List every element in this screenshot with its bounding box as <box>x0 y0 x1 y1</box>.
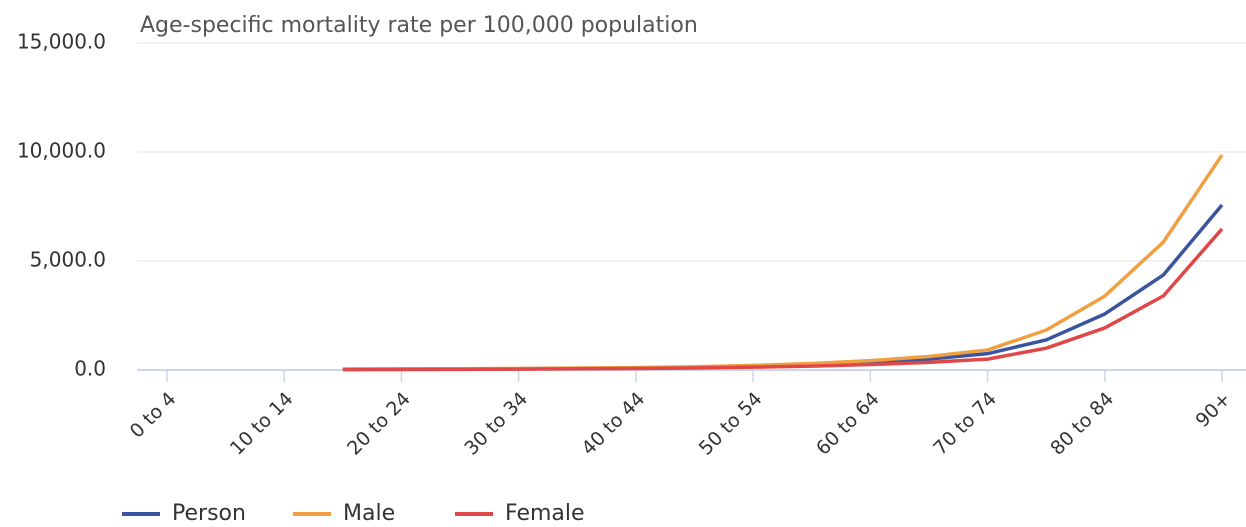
series-line <box>342 203 1224 372</box>
x-tick-label: 60 to 64 <box>812 388 884 460</box>
x-tick-label: 0 to 4 <box>126 388 181 443</box>
y-tick-label: 10,000.0 <box>17 139 106 163</box>
y-tick-label: 5,000.0 <box>30 248 106 272</box>
chart-title: Age-specific mortality rate per 100,000 … <box>140 13 698 38</box>
x-tick-label: 90+ <box>1192 388 1236 432</box>
legend-label: Person <box>172 501 246 526</box>
series-line <box>342 154 1224 371</box>
x-tick-label: 30 to 34 <box>460 388 532 460</box>
x-tick-label: 80 to 84 <box>1046 388 1118 460</box>
legend-label: Female <box>505 501 585 526</box>
x-tick-label: 70 to 74 <box>929 388 1001 460</box>
legend-label: Male <box>343 501 395 526</box>
x-tick-label: 50 to 54 <box>695 388 767 460</box>
x-tick-label: 10 to 14 <box>226 388 298 460</box>
x-tick-label: 40 to 44 <box>578 388 650 460</box>
x-tick-label: 20 to 24 <box>343 388 415 460</box>
y-tick-label: 15,000.0 <box>17 30 106 54</box>
series-line <box>342 227 1224 372</box>
y-tick-label: 0.0 <box>74 357 106 381</box>
